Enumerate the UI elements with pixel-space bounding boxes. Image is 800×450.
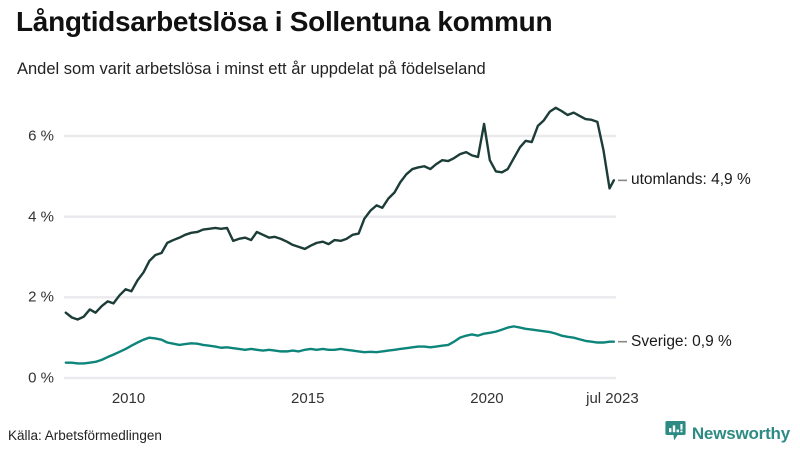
brand-name: Newsworthy <box>691 423 790 443</box>
y-tick-label: 4 % <box>28 208 54 226</box>
page-title: Långtidsarbetslösa i Sollentuna kommun <box>16 6 553 37</box>
series-lines <box>64 106 616 365</box>
x-tick-label: 2010 <box>111 390 146 407</box>
page-subtitle: Andel som varit arbetslösa i minst ett å… <box>17 60 486 78</box>
series-line-Sverige <box>64 325 616 365</box>
y-tick-label: 0 % <box>28 369 54 387</box>
bar-chart-logo-icon <box>665 420 686 447</box>
x-tick-label: jul 2023 <box>586 390 639 407</box>
series-label-Sverige: Sverige: 0,9 % <box>631 332 732 350</box>
y-tick-label: 6 % <box>28 127 54 145</box>
series-line-utomlands <box>64 106 616 321</box>
x-tick-label: 2020 <box>470 390 504 407</box>
x-tick-label: 2015 <box>291 390 325 407</box>
y-tick-label: 2 % <box>28 288 54 306</box>
series-label-utomlands: utomlands: 4,9 % <box>631 171 751 189</box>
label-connectors <box>618 179 627 343</box>
source-note: Källa: Arbetsförmedlingen <box>8 428 162 443</box>
gridlines <box>64 134 616 380</box>
newsworthy-logo[interactable]: Newsworthy <box>665 420 790 447</box>
